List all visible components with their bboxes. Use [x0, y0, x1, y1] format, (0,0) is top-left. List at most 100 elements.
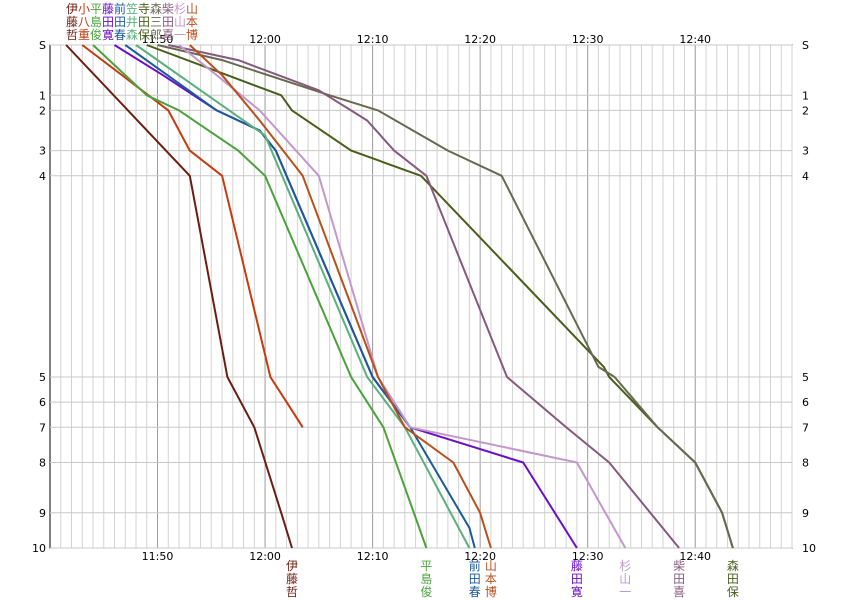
- y-tick-label-left: 7: [39, 421, 46, 434]
- finish-label-char: 田: [469, 572, 481, 586]
- legend-char: 俊: [90, 27, 102, 42]
- finish-label-char: 一: [619, 585, 631, 599]
- legend-char: 一: [174, 28, 186, 42]
- finish-label-char: 田: [727, 572, 739, 586]
- series-line-平: [92, 44, 428, 549]
- legend-char: 藤: [66, 15, 78, 29]
- y-tick-label-left: 2: [39, 104, 46, 117]
- legend-char: 田: [162, 15, 174, 29]
- legend-char: 山: [174, 15, 186, 29]
- legend-char: 哲: [66, 28, 78, 42]
- y-tick-label-left: 4: [39, 170, 46, 183]
- y-tick-label-right: 9: [802, 507, 809, 520]
- legend-char: 前: [114, 1, 126, 16]
- finish-label-char: 平: [420, 559, 432, 573]
- legend-char: 平: [90, 2, 102, 16]
- y-tick-label-right: 10: [802, 542, 816, 555]
- legend-char: 本: [186, 15, 198, 29]
- y-tick-label-right: 3: [802, 145, 809, 158]
- legend-char: 森: [150, 1, 162, 16]
- finish-label-char: 森: [727, 558, 739, 573]
- legend-char: 柴: [162, 2, 174, 16]
- finish-label-char: 本: [485, 572, 497, 586]
- finish-label-char: 島: [420, 571, 432, 586]
- legend-char: 寺: [138, 2, 150, 16]
- y-tick-label-right: 1: [802, 89, 809, 102]
- legend-char: 保: [138, 28, 150, 42]
- finish-label-char: 田: [673, 572, 685, 586]
- y-tick-label-right: 7: [802, 421, 809, 434]
- legend-char: 小: [78, 2, 90, 16]
- legend-char: 三: [150, 15, 162, 29]
- finish-label-char: 藤: [571, 559, 583, 573]
- finish-label-char: 寛: [571, 584, 583, 599]
- y-tick-label-right: 5: [802, 371, 809, 384]
- y-tick-label-left: 6: [39, 396, 46, 409]
- series-line-杉: [178, 44, 627, 549]
- x-tick-label-top: 12:20: [464, 33, 496, 46]
- y-tick-label-right: 8: [802, 456, 809, 469]
- legend-char: 重: [78, 28, 90, 42]
- finish-label-char: 藤: [286, 572, 298, 586]
- finish-label-char: 柴: [673, 559, 685, 573]
- legend-char: 春: [114, 28, 126, 42]
- finish-label-char: 山: [619, 572, 631, 586]
- legend-char: 田: [102, 15, 114, 29]
- y-tick-label-left: 5: [39, 371, 46, 384]
- y-tick-label-left: 10: [32, 542, 46, 555]
- y-tick-label-left: 9: [39, 507, 46, 520]
- legend-char: 藤: [102, 2, 114, 16]
- legend-char: 寛: [102, 27, 114, 42]
- x-tick-label-top: 12:10: [357, 33, 389, 46]
- x-tick-label-bottom: 11:50: [142, 550, 174, 563]
- series-line-柴: [168, 44, 680, 549]
- finish-label-char: 伊: [286, 559, 298, 573]
- x-tick-label-bottom: 12:30: [572, 550, 604, 563]
- finish-label-char: 博: [485, 584, 497, 599]
- x-tick-label-bottom: 12:20: [464, 550, 496, 563]
- finish-label-char: 哲: [286, 585, 298, 599]
- finish-label-char: 保: [727, 585, 739, 599]
- x-tick-label-top: 12:00: [249, 33, 281, 46]
- legend-char: 郎: [150, 28, 162, 42]
- finish-label-char: 俊: [420, 584, 432, 599]
- plot-frame: [49, 44, 793, 549]
- legend-char: 笠: [126, 1, 138, 16]
- legend-char: 島: [90, 14, 102, 29]
- x-tick-label-bottom: 12:10: [357, 550, 389, 563]
- legend-char: 八: [78, 15, 90, 29]
- x-tick-label-top: 12:40: [679, 33, 711, 46]
- finish-label-char: 山: [485, 559, 497, 573]
- y-tick-label-right: S: [802, 39, 809, 52]
- finish-label-char: 喜: [673, 585, 685, 599]
- y-tick-label-left: 1: [39, 89, 46, 102]
- series-line-小: [81, 44, 304, 428]
- axes: 11:50 11:50 12:00 12:00 12:10 12:10 12:20 12:20…: [32, 33, 816, 563]
- finish-label-char: 杉: [619, 559, 631, 573]
- legend-char: 田: [138, 15, 150, 29]
- series-line-伊: [65, 44, 293, 549]
- y-tick-label-right: 6: [802, 396, 809, 409]
- series-line-笠: [135, 44, 471, 549]
- x-tick-label-top: 11:50: [142, 33, 174, 46]
- x-tick-label-top: 12:30: [572, 33, 604, 46]
- y-tick-label-right: 4: [802, 170, 809, 183]
- finish-label-char: 田: [571, 572, 583, 586]
- y-tick-label-left: S: [39, 39, 46, 52]
- series-line-森: [157, 44, 734, 549]
- legend-char: 博: [186, 27, 198, 42]
- grid: [49, 44, 793, 549]
- y-tick-label-right: 2: [802, 104, 809, 117]
- y-tick-label-left: 3: [39, 145, 46, 158]
- series-line-山: [189, 44, 492, 549]
- y-tick-label-left: 8: [39, 456, 46, 469]
- finish-label-char: 前: [469, 558, 481, 573]
- legend-char: 森: [126, 27, 138, 42]
- legend: 伊小平藤前笠寺森柴杉山藤八島田田井田三田山本哲重俊寛春森保郎喜一博: [66, 1, 198, 42]
- series-line-前: [124, 44, 476, 549]
- x-tick-label-bottom: 12:40: [679, 550, 711, 563]
- legend-char: 喜: [162, 28, 174, 42]
- series-lines: [65, 44, 734, 549]
- legend-char: 山: [186, 2, 198, 16]
